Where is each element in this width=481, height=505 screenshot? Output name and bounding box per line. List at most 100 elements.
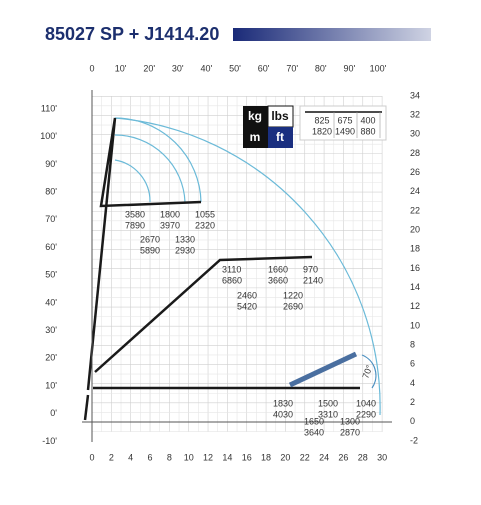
reach-arcs (114, 117, 381, 416)
top-tick-label: 70' (286, 63, 298, 73)
bottom-tick-label: 22 (300, 452, 310, 462)
right-tick-label: 6 (410, 359, 415, 369)
legend-value: 880 (360, 126, 375, 136)
load-kg: 2460 (237, 290, 257, 300)
load-kg: 1220 (283, 290, 303, 300)
load-kg: 3580 (125, 209, 145, 219)
right-tick-label: 14 (410, 282, 420, 292)
bottom-tick-label: 24 (319, 452, 329, 462)
top-tick-label: 50' (229, 63, 241, 73)
legend-value: 1820 (312, 126, 332, 136)
bottom-tick-label: 14 (222, 452, 232, 462)
top-tick-label: 60' (258, 63, 270, 73)
load-kg: 1660 (268, 264, 288, 274)
load-kg: 2670 (140, 234, 160, 244)
load-kg: 1300 (340, 416, 360, 426)
top-tick-label: 10' (115, 63, 127, 73)
load-kg: 970 (303, 264, 318, 274)
right-tick-label: 4 (410, 378, 415, 388)
top-tick-label: 90' (344, 63, 356, 73)
top-tick-label: 20' (143, 63, 155, 73)
right-tick-label: 20 (410, 224, 420, 234)
right-tick-label: 34 (410, 90, 420, 100)
title-bar (233, 28, 431, 41)
load-lbs: 2930 (175, 245, 195, 255)
right-tick-label: 18 (410, 244, 420, 254)
load-lbs: 7890 (125, 220, 145, 230)
right-tick-label: 0 (410, 416, 415, 426)
load-lbs: 6860 (222, 275, 242, 285)
right-tick-label: 26 (410, 167, 420, 177)
bottom-tick-label: 2 (109, 452, 114, 462)
legend-value: 675 (337, 115, 352, 125)
bottom-tick-label: 4 (128, 452, 133, 462)
left-tick-label: 20' (45, 353, 57, 363)
legend-value: 1490 (335, 126, 355, 136)
right-tick-label: -2 (410, 435, 418, 445)
load-kg: 1500 (318, 398, 338, 408)
left-tick-label: -10' (42, 436, 57, 446)
load-kg: 1055 (195, 209, 215, 219)
unit-label: kg (248, 109, 262, 123)
title: 85027 SP + J1414.20 (45, 24, 219, 44)
load-kg: 1330 (175, 234, 195, 244)
right-tick-label: 10 (410, 320, 420, 330)
right-tick-label: 22 (410, 205, 420, 215)
right-tick-label: 24 (410, 186, 420, 196)
top-tick-label: 30' (172, 63, 184, 73)
unit-label: m (250, 130, 261, 144)
load-lbs: 2140 (303, 275, 323, 285)
right-tick-label: 8 (410, 339, 415, 349)
legend-value: 825 (314, 115, 329, 125)
load-kg: 1800 (160, 209, 180, 219)
left-tick-label: 40' (45, 297, 57, 307)
load-lbs: 2320 (195, 220, 215, 230)
top-tick-label: 100' (370, 63, 387, 73)
bottom-tick-label: 10 (184, 452, 194, 462)
right-tick-label: 32 (410, 110, 420, 120)
right-tick-label: 16 (410, 263, 420, 273)
bottom-tick-label: 12 (203, 452, 213, 462)
left-tick-label: 80' (45, 186, 57, 196)
bottom-tick-label: 0 (89, 452, 94, 462)
right-tick-label: 2 (410, 397, 415, 407)
left-tick-label: 70' (45, 214, 57, 224)
booms (83, 117, 360, 421)
left-tick-label: 100' (40, 131, 57, 141)
bottom-tick-label: 16 (242, 452, 252, 462)
left-tick-label: 60' (45, 242, 57, 252)
left-tick-label: 110' (41, 103, 57, 113)
top-tick-label: 0 (89, 63, 94, 73)
load-lbs: 3310 (318, 409, 338, 419)
bottom-tick-label: 8 (167, 452, 172, 462)
top-tick-label: 40' (201, 63, 213, 73)
top-tick-label: 80' (315, 63, 327, 73)
load-lbs: 3640 (304, 427, 324, 437)
load-kg: 1650 (304, 416, 324, 426)
jib-extension (288, 351, 358, 388)
bottom-tick-label: 26 (338, 452, 348, 462)
left-tick-label: 50' (45, 270, 57, 280)
load-lbs: 2290 (356, 409, 376, 419)
right-tick-label: 30 (410, 129, 420, 139)
bottom-tick-label: 18 (261, 452, 271, 462)
bottom-tick-label: 30 (377, 452, 387, 462)
load-lbs: 5420 (237, 301, 257, 311)
left-tick-label: 30' (45, 325, 57, 335)
load-lbs: 4030 (273, 409, 293, 419)
right-tick-label: 12 (410, 301, 420, 311)
bottom-tick-label: 6 (148, 452, 153, 462)
load-kg: 3110 (222, 264, 241, 274)
load-lbs: 3660 (268, 275, 288, 285)
load-kg: 1830 (273, 398, 293, 408)
bottom-tick-label: 28 (358, 452, 368, 462)
angle-label: 70° (360, 363, 374, 380)
unit-label: lbs (271, 109, 289, 123)
bottom-tick-label: 20 (280, 452, 290, 462)
load-lbs: 5890 (140, 245, 160, 255)
load-kg: 1040 (356, 398, 376, 408)
left-tick-label: 90' (45, 159, 57, 169)
load-lbs: 2690 (283, 301, 303, 311)
